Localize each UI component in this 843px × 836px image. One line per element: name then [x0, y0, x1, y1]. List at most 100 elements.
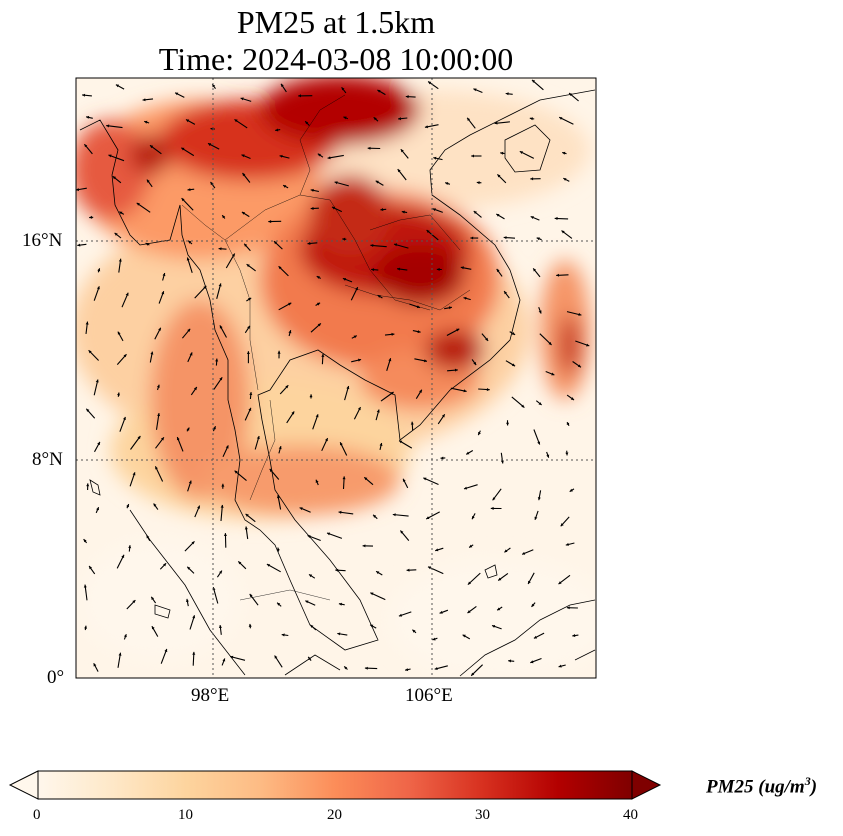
wind-arrow-head — [530, 660, 534, 664]
wind-arrow-head — [283, 185, 287, 188]
wind-arrow-head — [470, 236, 474, 240]
wind-arrow-head — [186, 119, 190, 123]
wind-arrow-head — [145, 243, 149, 246]
wind-arrow-head — [342, 237, 346, 241]
wind-arrow-head — [310, 206, 314, 210]
wind-arrow-head — [338, 602, 342, 606]
wind-arrow-head — [142, 98, 146, 102]
wind-arrow-head — [84, 625, 88, 629]
wind-arrow — [212, 587, 219, 604]
lat-tick-16n: 16°N — [22, 230, 63, 251]
wind-arrow-head — [161, 291, 165, 295]
wind-arrow-head — [156, 384, 160, 388]
wind-arrow-head — [569, 93, 573, 96]
wind-arrow-head — [230, 655, 234, 659]
wind-arrow-head — [566, 422, 570, 426]
wind-arrow-head — [341, 87, 345, 91]
wind-arrow-head — [288, 302, 292, 306]
wind-arrow-head — [186, 257, 190, 261]
wind-arrow-head — [400, 149, 404, 153]
wind-arrow-head — [434, 667, 438, 670]
wind-arrow-head — [175, 92, 179, 96]
wind-arrow-head — [424, 359, 427, 363]
wind-arrow-head — [505, 92, 509, 96]
wind-arrow-head — [548, 341, 552, 345]
wind-arrow-head — [86, 115, 90, 119]
wind-arrow-head — [158, 327, 161, 331]
wind-arrow — [154, 466, 164, 482]
wind-arrow-head — [187, 566, 191, 570]
wind-arrow-head — [436, 267, 440, 271]
wind-arrow-head — [192, 651, 196, 655]
wind-arrow-head — [364, 666, 368, 670]
wind-arrow — [130, 435, 141, 450]
wind-arrow-head — [325, 438, 328, 442]
wind-arrow-head — [266, 564, 271, 567]
wind-arrow-head — [536, 237, 540, 241]
wind-arrow-head — [405, 95, 409, 99]
wind-arrow-head — [181, 198, 185, 202]
wind-arrow-head — [506, 422, 510, 426]
wind-arrow-head — [586, 343, 590, 347]
wind-arrow-head — [305, 121, 309, 125]
wind-arrow-head — [82, 93, 86, 97]
wind-arrow-head — [504, 549, 508, 553]
wind-arrow-head — [317, 153, 321, 157]
wind-arrow-head — [215, 358, 219, 362]
wind-arrow-head — [117, 392, 120, 396]
wind-arrow-head — [376, 409, 380, 413]
wind-arrow-head — [269, 468, 273, 473]
wind-arrow-head — [577, 364, 581, 368]
wind-arrow-head — [327, 532, 331, 536]
wind-arrow-head — [410, 421, 414, 425]
wind-arrow-head — [398, 613, 403, 617]
wind-arrow-head — [337, 632, 341, 636]
wind-arrow-head — [150, 351, 154, 355]
wind-arrow-head — [119, 211, 123, 215]
wind-arrow-head — [476, 181, 480, 185]
wind-arrow-head — [248, 623, 252, 627]
wind-arrow-head — [77, 243, 81, 247]
wind-arrow-head — [222, 658, 226, 662]
wind-arrow-head — [551, 372, 555, 376]
wind-arrow-head — [432, 637, 436, 641]
wind-arrow-head — [371, 268, 375, 272]
wind-arrow-head — [245, 513, 249, 517]
wind-arrow-head — [241, 212, 245, 215]
wind-arrow-head — [353, 335, 357, 339]
wind-arrow-head — [181, 147, 185, 151]
wind-arrow-head — [469, 544, 473, 548]
wind-arrow-head — [83, 539, 87, 543]
wind-arrow-head — [503, 236, 507, 240]
wind-arrow-head — [394, 243, 398, 247]
wind-arrow-head — [89, 215, 93, 219]
wind-arrow-head — [136, 202, 140, 206]
wind-arrow-head — [338, 510, 342, 514]
wind-arrow-head — [423, 477, 427, 481]
wind-arrow-head — [357, 407, 361, 411]
wind-arrow-head — [439, 610, 443, 614]
wind-arrow-head — [486, 388, 490, 392]
wind-arrow-head — [191, 541, 195, 545]
wind-arrow-head — [188, 480, 192, 484]
wind-arrow-head — [220, 504, 224, 508]
wind-arrow — [181, 197, 194, 211]
wind-arrow-head — [473, 88, 477, 92]
wind-arrow-head — [531, 603, 535, 607]
wind-arrow-head — [473, 211, 477, 214]
wind-arrow-head — [247, 325, 250, 329]
wind-arrow-head — [268, 220, 272, 224]
wind-arrow-head — [88, 350, 92, 354]
wind-arrow-head — [316, 276, 320, 279]
wind-arrow-head — [123, 634, 127, 638]
wind-arrow-head — [464, 486, 468, 490]
map-title-line2: Time: 2024-03-08 10:00:00 — [158, 41, 514, 77]
wind-arrow-head — [376, 571, 380, 575]
wind-arrow-head — [305, 600, 309, 604]
wind-arrow-head — [275, 128, 279, 132]
wind-arrow-head — [412, 629, 416, 633]
wind-arrow-head — [197, 505, 200, 509]
wind-arrow-head — [456, 328, 460, 332]
wind-arrow-head — [281, 633, 285, 637]
wind-arrow-head — [186, 427, 190, 431]
